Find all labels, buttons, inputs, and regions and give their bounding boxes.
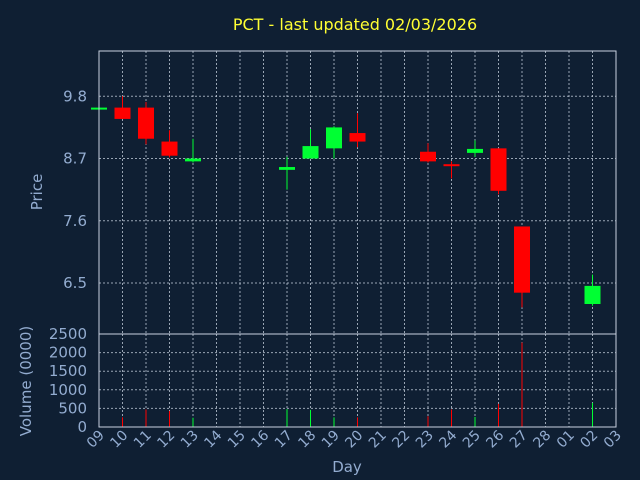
x-tick-label: 11 bbox=[131, 428, 155, 452]
x-tick-label: 27 bbox=[507, 428, 531, 452]
price-tick-label: 9.8 bbox=[63, 87, 87, 105]
candle-19 bbox=[326, 126, 342, 159]
x-tick-label: 24 bbox=[436, 427, 460, 451]
volume-tick-label: 1000 bbox=[49, 381, 87, 399]
x-tick-label: 25 bbox=[460, 428, 484, 452]
x-tick-label: 09 bbox=[84, 428, 108, 452]
candle-27 bbox=[514, 226, 530, 308]
x-tick-label: 20 bbox=[342, 428, 366, 452]
candle-17 bbox=[279, 156, 295, 190]
x-tick-label: 12 bbox=[154, 428, 178, 452]
candle-12 bbox=[161, 130, 178, 158]
x-axis-label: Day bbox=[332, 458, 362, 476]
candle-body bbox=[302, 146, 319, 159]
volume-tick-label: 2000 bbox=[49, 344, 87, 362]
candle-body bbox=[161, 141, 178, 156]
candle-body bbox=[443, 164, 460, 167]
x-tick-label: 03 bbox=[601, 428, 625, 452]
candle-body bbox=[420, 151, 436, 162]
volume-tick-label: 1500 bbox=[49, 362, 87, 380]
price-axis-label: Price bbox=[28, 174, 46, 211]
x-tick-label: 01 bbox=[554, 428, 578, 452]
price-tick-label: 6.5 bbox=[63, 274, 87, 292]
volume-axis-label: Volume (0000) bbox=[17, 326, 35, 436]
x-tick-label: 14 bbox=[201, 427, 225, 451]
candle-body bbox=[584, 285, 601, 305]
price-tick-label: 7.6 bbox=[63, 212, 87, 230]
candle-20 bbox=[349, 113, 366, 148]
volume-tick-label: 500 bbox=[58, 399, 87, 417]
candle-body bbox=[326, 127, 342, 149]
x-tick-label: 10 bbox=[107, 428, 131, 452]
price-panel: 6.5 7.6 8.7 9.8 bbox=[63, 50, 617, 335]
x-tick-label: 13 bbox=[178, 428, 202, 452]
x-tick-label: 19 bbox=[319, 428, 343, 452]
candle-body bbox=[138, 107, 154, 139]
candle-26 bbox=[490, 148, 507, 195]
candle-body bbox=[349, 133, 366, 142]
x-tick-label: 16 bbox=[248, 427, 272, 451]
candle-13 bbox=[185, 138, 201, 163]
candle-body bbox=[467, 148, 483, 153]
x-tick-label: 02 bbox=[577, 428, 601, 452]
x-tick-label: 26 bbox=[483, 427, 507, 451]
price-tick-label: 8.7 bbox=[63, 150, 87, 168]
candle-18 bbox=[302, 129, 319, 159]
x-tick-label: 17 bbox=[272, 428, 296, 452]
candle-body bbox=[490, 148, 507, 191]
volume-tick-label: 0 bbox=[77, 418, 87, 436]
x-tick-label: 28 bbox=[530, 428, 554, 452]
candle-body bbox=[279, 167, 295, 170]
candle-body bbox=[114, 107, 131, 119]
x-tick-label: 15 bbox=[225, 428, 249, 452]
candle-body bbox=[514, 226, 530, 293]
candle-23 bbox=[420, 143, 436, 163]
candle-body bbox=[185, 158, 201, 162]
x-tick-label: 18 bbox=[295, 428, 319, 452]
x-tick-label: 22 bbox=[389, 428, 413, 452]
candle-24 bbox=[443, 161, 460, 179]
x-tick-label: 23 bbox=[413, 428, 437, 452]
volume-frame bbox=[98, 333, 617, 428]
candle-02 bbox=[584, 274, 601, 306]
x-tick-label: 21 bbox=[366, 428, 390, 452]
candle-10 bbox=[114, 96, 131, 119]
volume-tick-label: 2500 bbox=[49, 325, 87, 343]
chart-title: PCT - last updated 02/03/2026 bbox=[233, 15, 477, 34]
candle-25 bbox=[467, 140, 483, 157]
candle-11 bbox=[138, 101, 154, 145]
